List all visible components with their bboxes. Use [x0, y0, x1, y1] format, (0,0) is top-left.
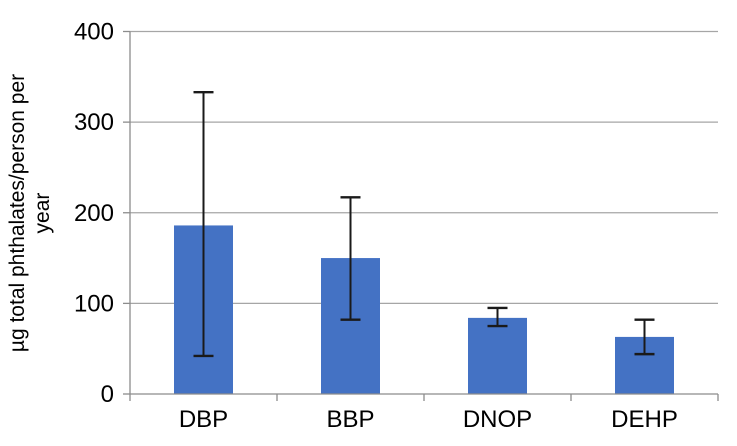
x-axis-label-bbp: BBP: [326, 406, 374, 433]
y-tick-label-0: 0: [101, 381, 114, 408]
y-tick-label-400: 400: [74, 19, 114, 46]
y-axis-title-line-2: year: [31, 192, 54, 234]
y-tick-label-200: 200: [74, 200, 114, 227]
x-axis-label-dehp: DEHP: [611, 406, 678, 433]
y-tick-label-300: 300: [74, 109, 114, 136]
y-axis-title-line-1: µg total phthalates/person per: [6, 73, 29, 353]
bar-dnop: [468, 317, 527, 394]
y-axis-title: µg total phthalates/person per year: [5, 23, 55, 403]
x-axis-label-dnop: DNOP: [463, 406, 532, 433]
y-tick-label-100: 100: [74, 290, 114, 317]
x-axis-label-dbp: DBP: [179, 406, 228, 433]
